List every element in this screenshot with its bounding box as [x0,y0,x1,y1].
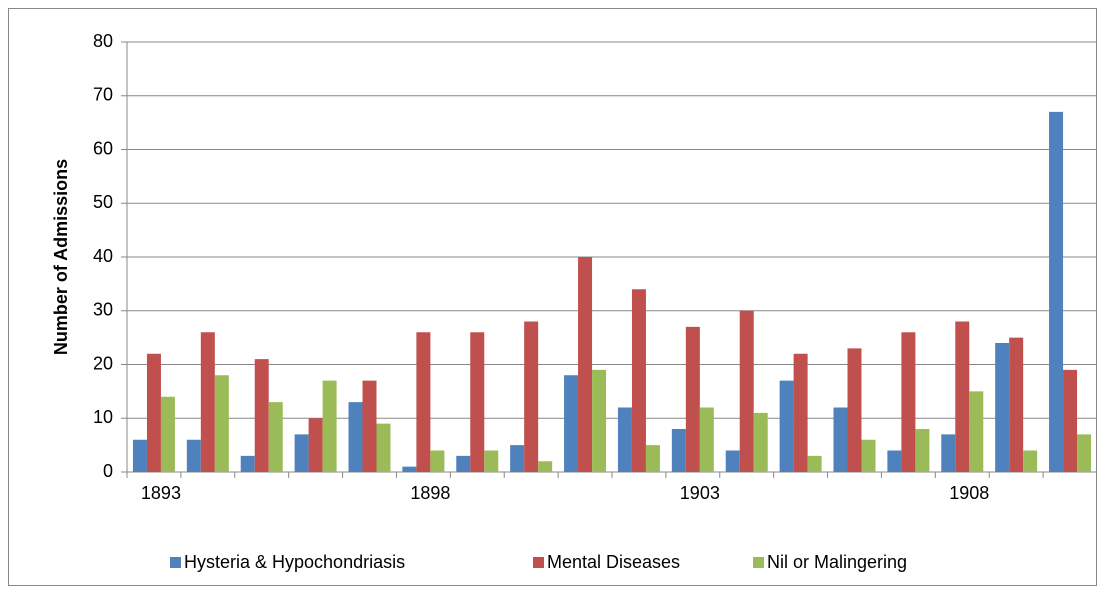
bar [699,407,714,472]
bar [592,369,607,472]
bar [524,321,539,472]
bar [955,321,970,472]
bar [510,445,525,472]
bar [753,412,768,472]
y-tick-label: 80 [93,31,113,51]
bar [268,402,283,472]
bar [564,375,579,472]
bar [995,343,1010,472]
bar [1049,111,1064,472]
bar [376,423,391,472]
bar [348,402,363,472]
bar [538,461,553,472]
bar [416,332,431,472]
chart-frame [8,8,1097,586]
bar [1009,337,1024,472]
bar [807,455,822,472]
bar [402,466,417,472]
bar [1023,450,1038,472]
bar [901,332,916,472]
bar [322,380,337,472]
bar [578,257,593,472]
bar [456,455,471,472]
bar [254,359,269,472]
x-tick-label: 1908 [949,483,989,503]
bar [631,289,646,472]
bar [132,439,147,472]
legend-label: Nil or Malingering [767,552,907,572]
bar [362,380,377,472]
legend-swatch [753,557,764,568]
bar [186,439,201,472]
y-tick-label: 50 [93,192,113,212]
y-tick-label: 30 [93,300,113,320]
legend-swatch [533,557,544,568]
x-tick-label: 1903 [680,483,720,503]
bar [793,353,808,472]
legend-swatch [170,557,181,568]
bar [739,310,754,472]
bar [294,434,309,472]
bar [1063,369,1078,472]
bar [308,418,323,472]
bar [915,429,930,472]
bar [671,429,686,472]
bar [779,380,794,472]
y-tick-label: 70 [93,85,113,105]
bar [240,455,255,472]
bar [725,450,740,472]
y-tick-label: 60 [93,138,113,158]
legend-label: Mental Diseases [547,552,680,572]
bar [645,445,660,472]
x-tick-label: 1898 [410,483,450,503]
bar [861,439,876,472]
bar [484,450,499,472]
bar [833,407,848,472]
bar [214,375,229,472]
bar [1077,434,1092,472]
bar [941,434,956,472]
y-axis-title: Number of Admissions [51,159,71,355]
bar [146,353,161,472]
y-tick-label: 10 [93,407,113,427]
bar [200,332,215,472]
y-tick-label: 0 [103,461,113,481]
bar [617,407,632,472]
y-tick-label: 20 [93,353,113,373]
legend-label: Hysteria & Hypochondriasis [184,552,405,572]
bar [685,326,700,472]
bar [847,348,862,472]
bar [887,450,902,472]
bar [430,450,445,472]
y-tick-label: 40 [93,246,113,266]
x-tick-label: 1893 [141,483,181,503]
bar [160,396,175,472]
bar [470,332,485,472]
bar [969,391,984,472]
